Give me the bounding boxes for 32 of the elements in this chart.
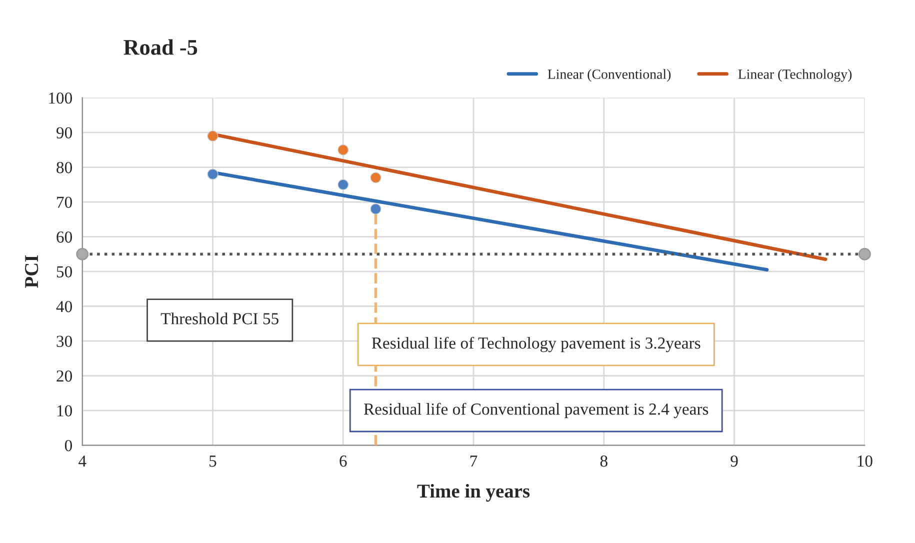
annotation: Residual life of Technology pavement is 3.2years [372,336,700,352]
x-tick-label: 10 [858,455,872,467]
point [338,179,349,190]
y-tick-label: 10 [57,405,72,416]
point [338,144,349,156]
y-tick-label: 30 [56,336,72,347]
y-axis-title: PCI [25,255,38,288]
point [207,130,218,142]
x-axis-title: Time in years [417,484,530,502]
chart-title: Road -5 [124,39,198,55]
annotation: Residual life of Conventional pavement is 2.4 years [364,402,708,418]
y-tick-label: 60 [56,231,72,243]
y-tick-label: 20 [56,370,72,382]
point [370,203,382,214]
point [370,172,382,184]
x-tick-label: 7 [470,456,478,467]
x-tick-label: 8 [600,455,608,467]
annotation: Threshold PCI 55 [160,312,278,324]
legend-label: Linear (Conventional) [548,69,671,82]
point [207,168,218,180]
y-tick-label: 90 [56,127,72,138]
y-tick-label: 40 [56,300,72,312]
y-tick-label: 80 [56,162,72,174]
y-tick-label: 70 [57,196,72,208]
x-tick-label: 9 [730,456,738,467]
x-tick-label: 4 [78,456,86,467]
y-tick-label: 0 [64,440,72,452]
y-tick-label: 100 [49,92,72,104]
y-tick-label: 50 [56,266,72,278]
x-tick-label: 6 [340,456,347,467]
x-tick-label: 5 [210,456,216,467]
legend-label: Linear (Technology) [738,69,852,82]
